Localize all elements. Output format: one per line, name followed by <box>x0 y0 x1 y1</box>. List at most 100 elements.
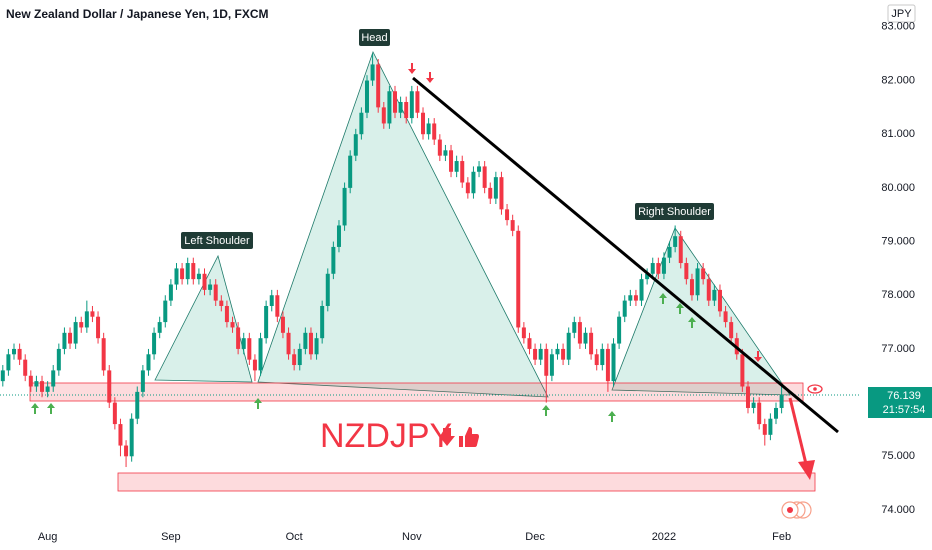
neckline-zone <box>29 382 804 402</box>
candle-body <box>236 327 241 349</box>
candle-body <box>706 279 711 301</box>
candle-body <box>549 354 554 376</box>
y-tick-label: 74.000 <box>881 504 915 516</box>
candle-body <box>292 354 297 366</box>
candle-body <box>17 348 22 360</box>
y-tick-label: 78.000 <box>881 289 915 301</box>
right-shoulder-label: Right Shoulder <box>638 206 711 218</box>
head-shape <box>257 50 549 398</box>
candle-body <box>353 134 358 156</box>
candle-body <box>628 295 633 301</box>
candle-body <box>342 187 347 226</box>
candle-body <box>219 300 224 306</box>
down-arrows <box>408 63 762 362</box>
candle-body <box>544 348 549 376</box>
candle-body <box>84 311 89 328</box>
candle-body <box>56 348 61 371</box>
candle-body <box>712 289 717 301</box>
candle-body <box>28 375 33 387</box>
candle-body <box>146 354 151 371</box>
candle-body <box>68 332 73 344</box>
candle-body <box>605 348 610 382</box>
candle-body <box>723 311 728 323</box>
candle-body <box>258 338 263 371</box>
candle-body <box>779 395 784 408</box>
candle-body <box>152 332 157 355</box>
candle-body <box>325 273 330 306</box>
candle-body <box>398 101 403 113</box>
x-tick-label: Dec <box>525 531 545 543</box>
chart-title: New Zealand Dollar / Japanese Yen, 1D, F… <box>6 7 269 21</box>
candle-body <box>286 332 291 355</box>
candle-body <box>320 305 325 339</box>
candle-body <box>213 284 218 301</box>
candle-body <box>387 91 392 124</box>
candle-body <box>12 348 17 355</box>
eye-icon <box>807 384 823 394</box>
candle-body <box>269 295 274 306</box>
candle-body <box>45 386 50 392</box>
candle-body <box>600 348 605 366</box>
candle-body <box>577 322 582 344</box>
candle-body <box>533 348 538 360</box>
candle-body <box>751 402 756 408</box>
candle-body <box>555 348 560 355</box>
y-tick-label: 75.000 <box>881 450 915 462</box>
eye-pupil <box>813 387 817 391</box>
candle-body <box>314 338 319 355</box>
candle-body <box>538 348 543 360</box>
candle-body <box>364 80 369 113</box>
candle-body <box>275 295 280 317</box>
candle-body <box>208 284 213 290</box>
candle-body <box>684 263 689 280</box>
candle-body <box>241 338 246 349</box>
candle-body <box>135 391 140 419</box>
candle-body <box>656 263 661 274</box>
candle-body <box>6 354 11 371</box>
candle-body <box>224 305 229 323</box>
candle-body <box>589 332 594 355</box>
candle-body <box>527 338 532 349</box>
candle-body <box>331 246 336 274</box>
candle-body <box>101 338 106 371</box>
y-tick-label: 79.000 <box>881 235 915 247</box>
candle-body <box>740 354 745 387</box>
head-label-box <box>359 29 390 46</box>
candle-body <box>482 166 487 188</box>
candle-body <box>174 268 179 285</box>
candle-body <box>717 289 722 312</box>
currency-box <box>887 4 916 23</box>
trend-line <box>412 76 839 434</box>
candle-body <box>449 150 454 172</box>
candle-body <box>202 273 207 290</box>
candle-body <box>745 386 750 408</box>
candle-body <box>348 155 353 188</box>
candle-body <box>370 64 375 81</box>
candle-body <box>107 370 112 403</box>
candle-body <box>230 322 235 328</box>
candle-body <box>768 418 773 435</box>
target-arrowhead <box>798 460 815 480</box>
candle-body <box>516 230 521 328</box>
candle-body <box>505 209 510 221</box>
countdown-label: 21:57:54 <box>883 404 926 416</box>
y-tick-label: 82.000 <box>881 74 915 86</box>
candle-body <box>0 370 5 382</box>
candle-body <box>96 316 101 339</box>
left-shoulder-label-box <box>181 232 253 249</box>
candle-body <box>611 343 616 382</box>
candle-body <box>34 381 39 387</box>
candle-body <box>79 322 84 328</box>
candle-body <box>112 402 117 425</box>
candle-body <box>510 220 515 231</box>
x-tick-label: Oct <box>286 531 303 543</box>
candle-body <box>359 112 364 135</box>
replay-icon <box>781 501 812 519</box>
candle-body <box>129 418 134 457</box>
candle-body <box>308 332 313 355</box>
candle-body <box>493 177 498 199</box>
candle-body <box>280 316 285 333</box>
candle-body <box>443 150 448 156</box>
candle-body <box>62 332 67 349</box>
candle-body <box>336 225 341 247</box>
